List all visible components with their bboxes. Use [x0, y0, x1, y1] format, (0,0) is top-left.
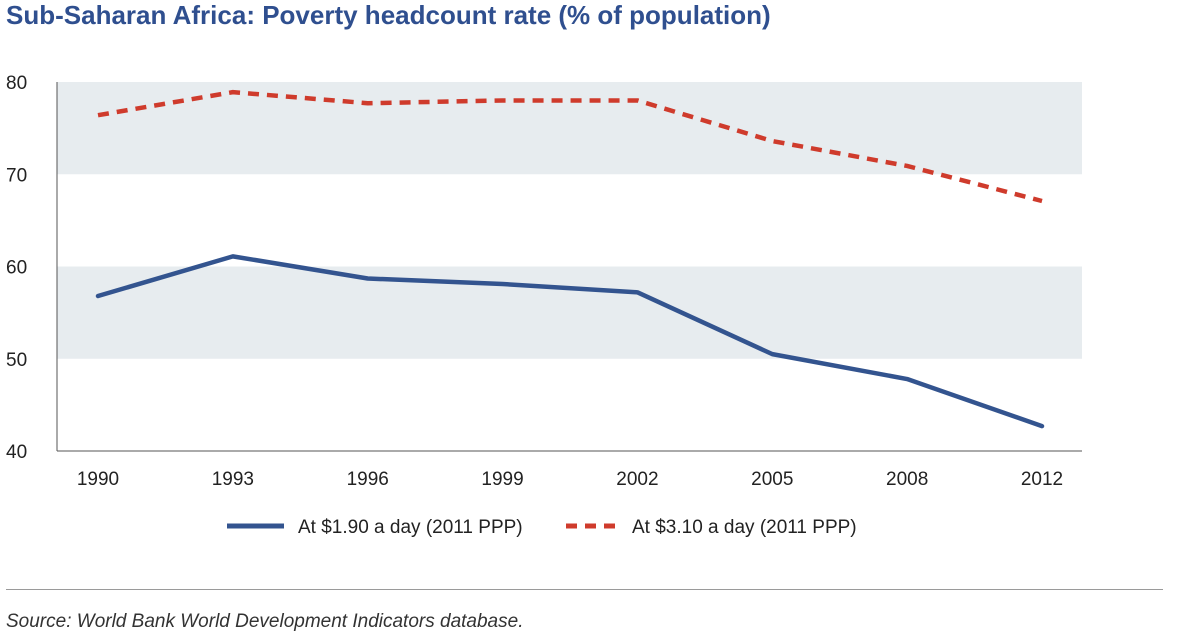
x-tick-label: 2012 [1021, 469, 1063, 490]
grid-band [57, 266, 1082, 359]
divider [6, 589, 1163, 590]
grid-band [57, 82, 1082, 175]
x-tick-labels: 1990 1993 1996 1999 2002 2005 2008 2012 [77, 469, 1063, 490]
x-tick-label: 2008 [886, 469, 928, 490]
x-tick-label: 1993 [212, 469, 254, 490]
source-note: Source: World Bank World Development Ind… [6, 611, 524, 632]
x-tick-label: 1996 [347, 469, 389, 490]
series-lines [95, 89, 1045, 429]
series-line-3-10 [97, 89, 1043, 204]
y-tick-labels: 40 50 60 70 80 [6, 73, 27, 463]
y-tick-label: 80 [6, 73, 27, 94]
x-tick-label: 1999 [481, 469, 523, 490]
x-tick-label: 2005 [751, 469, 793, 490]
y-tick-label: 70 [6, 165, 27, 186]
legend-label: At $1.90 a day (2011 PPP) [298, 517, 523, 538]
line-chart: 40 50 60 70 80 1990 1993 1996 1999 2002 2005 2008 2… [6, 73, 1082, 538]
y-tick-label: 40 [6, 442, 27, 463]
chart-title: Sub-Saharan Africa: Poverty headcount ra… [6, 0, 771, 30]
grid-bands [57, 82, 1082, 359]
x-tick-label: 2002 [616, 469, 658, 490]
x-tick-label: 1990 [77, 469, 119, 490]
legend: At $1.90 a day (2011 PPP) At $3.10 a day … [227, 517, 857, 538]
axes [56, 82, 1082, 452]
y-tick-label: 50 [6, 350, 27, 371]
legend-label: At $3.10 a day (2011 PPP) [632, 517, 857, 538]
series-line-1-90 [95, 254, 1045, 429]
y-tick-label: 60 [6, 258, 27, 279]
